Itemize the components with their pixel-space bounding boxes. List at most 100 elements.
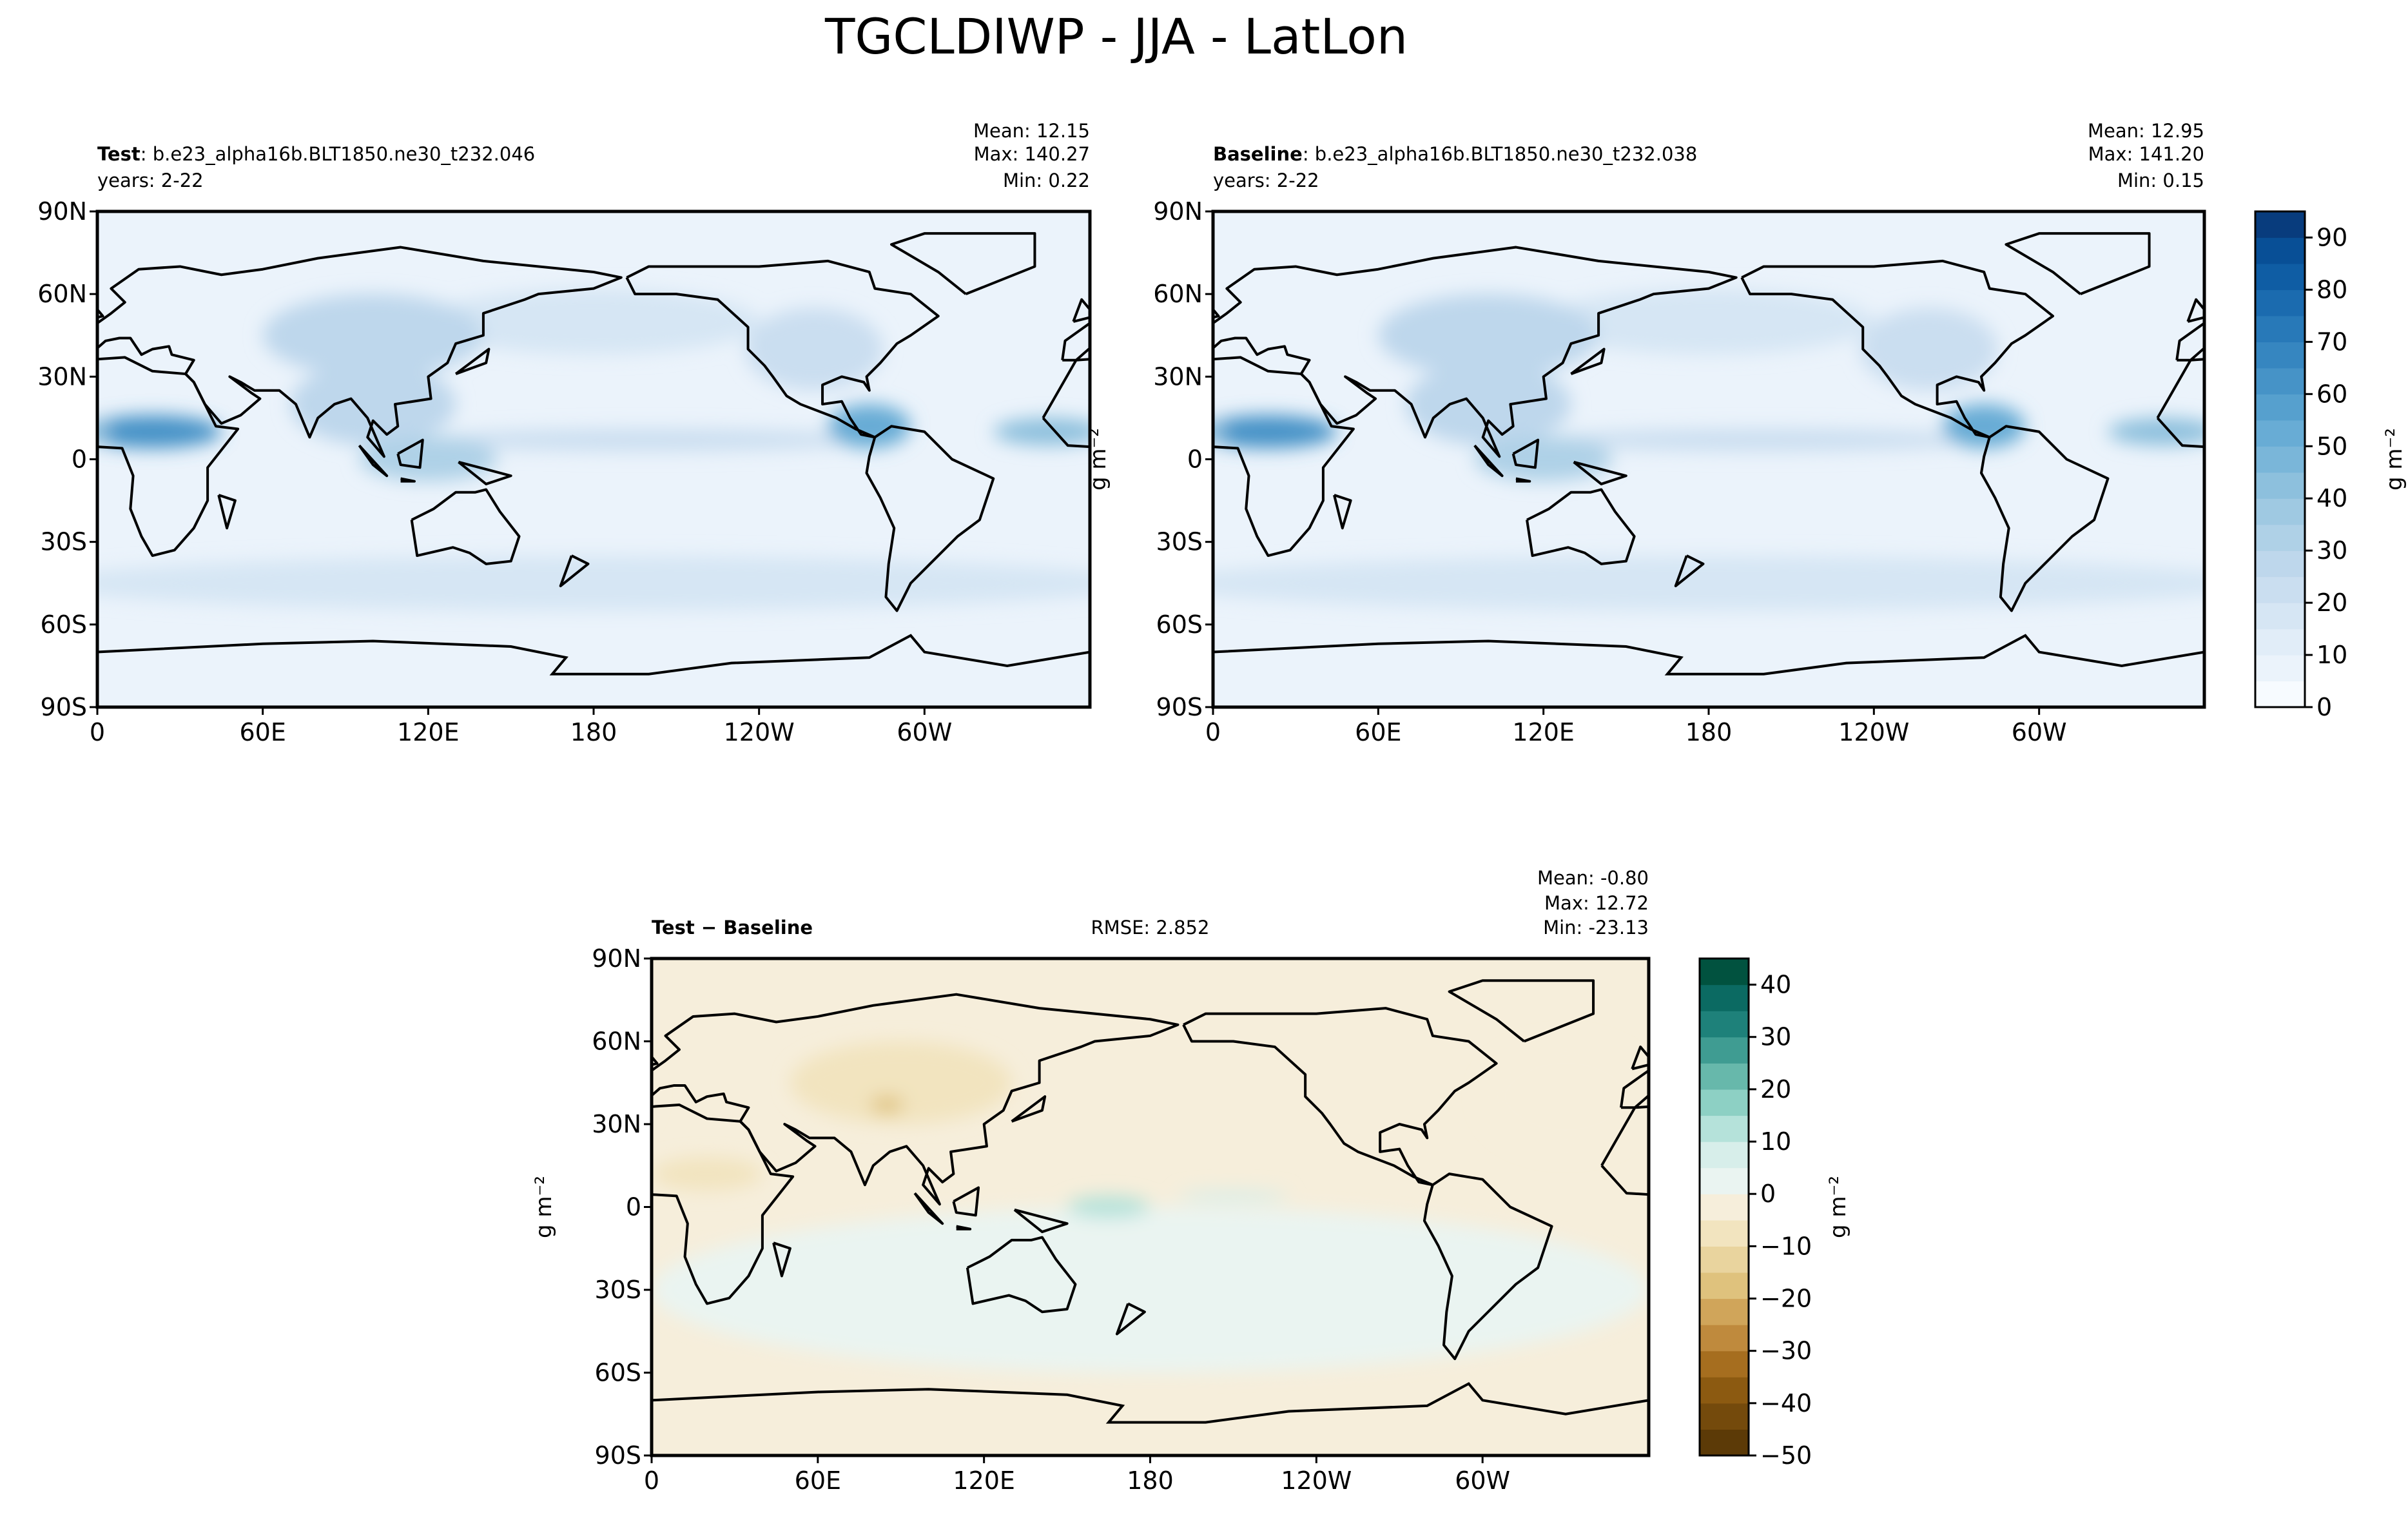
map-field bbox=[1213, 211, 2204, 707]
y-tick-label: 90S bbox=[595, 1441, 641, 1470]
panel-subtitle: Test: b.e23_alpha16b.BLT1850.ne30_t232.0… bbox=[97, 143, 535, 165]
y-tick-label: 30N bbox=[592, 1110, 641, 1138]
x-tick-label: 120E bbox=[397, 718, 460, 746]
y-tick-label: 60N bbox=[1153, 280, 1203, 308]
coastline bbox=[2114, 1303, 2142, 1334]
coastline bbox=[0, 426, 1, 610]
field-region bbox=[652, 1207, 1649, 1373]
panel-stat: Max: 12.72 bbox=[1544, 892, 1649, 914]
coastline bbox=[452, 980, 596, 1041]
y-tick-label: 30N bbox=[1153, 362, 1203, 391]
field-region bbox=[1543, 429, 1985, 451]
coastline bbox=[1515, 477, 1531, 483]
field-region bbox=[1067, 1196, 1151, 1218]
field-region bbox=[1406, 362, 1571, 446]
colorbar-tick-label: −40 bbox=[1760, 1389, 1812, 1417]
colorbar-tick-label: 20 bbox=[2316, 589, 2347, 617]
colorbar-level bbox=[1700, 1036, 1749, 1064]
coastline bbox=[396, 438, 424, 469]
coastline bbox=[1213, 246, 1738, 458]
y-tick-label: 60S bbox=[595, 1359, 641, 1387]
colorbar-level bbox=[2255, 681, 2305, 708]
colorbar-tick-label: 20 bbox=[1760, 1075, 1791, 1104]
coastline bbox=[652, 993, 1180, 1206]
colorbar-level bbox=[1700, 1325, 1749, 1352]
coastline bbox=[1013, 1208, 1069, 1234]
coastline bbox=[772, 1241, 791, 1278]
colorbar-level bbox=[2255, 394, 2305, 421]
colorbar-level bbox=[1700, 1142, 1749, 1169]
x-tick-label: 60E bbox=[1355, 718, 1401, 746]
colorbar-level bbox=[2255, 342, 2305, 369]
coastline bbox=[1912, 1193, 1939, 1223]
y-tick-label: 90N bbox=[37, 197, 87, 226]
coastline bbox=[1740, 259, 2055, 439]
coastline bbox=[1954, 1226, 1967, 1229]
y-tick-label: 90S bbox=[41, 693, 87, 721]
coastline bbox=[1213, 634, 2204, 676]
colorbar-level bbox=[1700, 1063, 1749, 1090]
colorbar-level bbox=[2255, 498, 2305, 525]
x-tick-label: 0 bbox=[644, 1466, 659, 1495]
coastline bbox=[1115, 1302, 1146, 1336]
colorbar-tick-label: −10 bbox=[1760, 1232, 1812, 1260]
coastline bbox=[1511, 438, 1540, 469]
panel-stat: Mean: 12.15 bbox=[973, 120, 1090, 142]
colorbar-level bbox=[1700, 1377, 1749, 1404]
y-tick-label: 90N bbox=[1153, 197, 1203, 226]
colorbar-tick-label: 70 bbox=[2316, 327, 2347, 356]
coastline bbox=[1674, 554, 1705, 588]
coastline bbox=[2009, 1096, 2043, 1122]
y-tick-label: 30N bbox=[37, 362, 87, 391]
subtitle-label: Test − Baseline bbox=[652, 917, 813, 939]
colorbar-level bbox=[1700, 1298, 1749, 1325]
coastline bbox=[97, 634, 1090, 676]
panel-subtitle: Test − Baseline bbox=[652, 917, 813, 939]
colorbar-level bbox=[2255, 472, 2305, 499]
colorbar-tick-label: 0 bbox=[1760, 1180, 1776, 1208]
colorbar-tick-label: 50 bbox=[2316, 432, 2347, 460]
coastline bbox=[2012, 1210, 2064, 1232]
x-tick-label: 60E bbox=[795, 1466, 841, 1495]
panel-stat: Min: -23.13 bbox=[1543, 917, 1649, 939]
subtitle-label: Baseline bbox=[1213, 143, 1303, 165]
field-region bbox=[1482, 1041, 1649, 1152]
colorbar-level bbox=[1700, 1350, 1749, 1377]
coastline bbox=[1473, 444, 1504, 478]
field-region bbox=[2108, 418, 2204, 446]
coastline bbox=[1573, 460, 1627, 485]
coastline bbox=[1182, 1007, 1498, 1187]
colorbar-tick-label: 90 bbox=[2316, 223, 2347, 251]
y-axis-label: g m⁻² bbox=[1085, 428, 1111, 491]
coastline bbox=[952, 1186, 980, 1217]
colorbar-level bbox=[1700, 1429, 1749, 1456]
field-background bbox=[1213, 211, 2204, 707]
field-region bbox=[262, 294, 483, 377]
field-region bbox=[1213, 556, 2204, 611]
coastline bbox=[0, 233, 42, 294]
coastline bbox=[1526, 488, 1636, 565]
field-background bbox=[97, 211, 1090, 707]
colorbar-level bbox=[1700, 1089, 1749, 1116]
coastline bbox=[1965, 1238, 2073, 1312]
x-tick-label: 180 bbox=[1685, 718, 1733, 746]
colorbar-frame bbox=[1698, 957, 1750, 1457]
panel-stat: Max: 141.20 bbox=[2088, 143, 2204, 165]
field-blobs bbox=[1213, 288, 2204, 611]
panel-years: years: 2-22 bbox=[97, 170, 204, 191]
colorbar-level bbox=[2255, 420, 2305, 447]
y-tick-label: 0 bbox=[72, 445, 87, 474]
y-tick-label: 90S bbox=[1156, 693, 1203, 721]
colorbar-tick-label: −50 bbox=[1760, 1441, 1812, 1470]
colorbar-level bbox=[2255, 237, 2305, 264]
colorbar-level bbox=[1700, 984, 1749, 1011]
x-tick-label: 60W bbox=[1455, 1466, 1510, 1495]
y-axis-label: g m⁻² bbox=[531, 1176, 557, 1238]
coastline bbox=[1213, 356, 1355, 558]
coastline bbox=[217, 494, 237, 530]
y-tick-label: 30S bbox=[41, 528, 87, 556]
field-region bbox=[870, 1096, 904, 1113]
field-region bbox=[1213, 422, 1227, 441]
panel-stat: Min: 0.22 bbox=[1003, 170, 1090, 191]
x-tick-label: 120E bbox=[1512, 718, 1575, 746]
